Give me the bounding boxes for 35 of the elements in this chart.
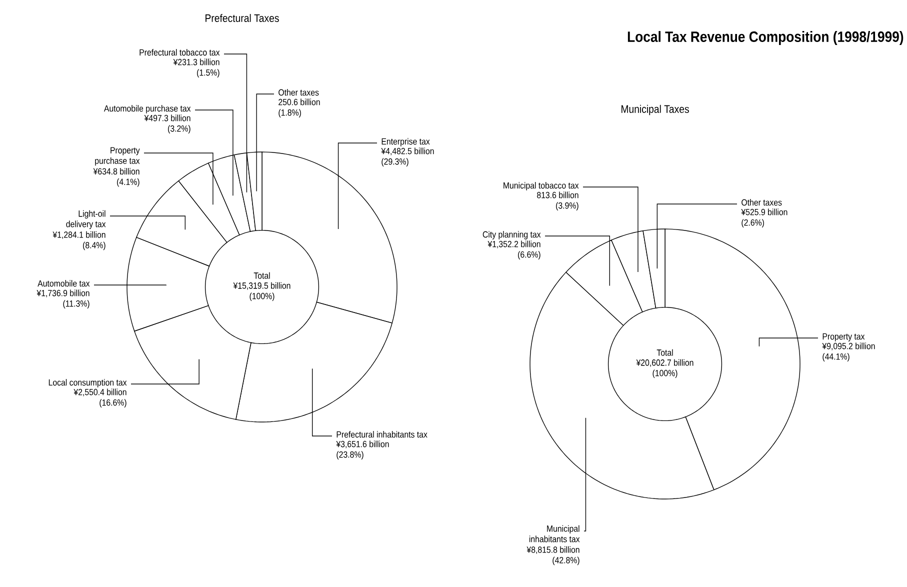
data-label: ¥2,550.4 billion (16.6%) — [74, 388, 126, 408]
slice-label: Enterprise tax — [382, 138, 430, 146]
text: Total — [254, 272, 270, 279]
data-label: 813.6 billion (3.9%) — [537, 192, 578, 210]
slice-label: Municipal tobacco tax — [504, 182, 579, 190]
text: Total — [656, 349, 673, 356]
slice-label: Property purchase tax — [95, 147, 140, 166]
slice-label: Prefectural inhabitants tax — [336, 431, 428, 438]
data-label: ¥231.3 billion (1.5%) — [173, 58, 220, 78]
text: Local Tax Revenue Composition (1998/1999) — [628, 31, 904, 45]
slice-label: Light-oil delivery tax — [66, 210, 106, 230]
data-label: ¥8,815.8 billion (42.8%) — [526, 546, 580, 566]
slice-label: Prefectural tobacco tax — [140, 49, 220, 56]
slice-label: Property tax — [822, 333, 865, 342]
data-label: ¥1,736.9 billion (11.3%) — [36, 290, 90, 308]
data-label: ¥1,352.2 billion (6.6%) — [488, 240, 540, 260]
data-label: ¥1,284.1 billion (8.4%) — [52, 231, 106, 250]
chart-title: Prefectural Taxes — [206, 14, 279, 22]
slice-label: Local consumption tax — [48, 379, 127, 388]
slice-label: Automobile tax — [38, 280, 90, 287]
data-label: ¥525.9 billion (2.6%) — [741, 208, 788, 228]
slice-label: Other taxes — [278, 89, 319, 96]
slice-label: Municipal inhabitants tax — [529, 525, 580, 542]
text: ¥15,319.5 billion (100%) — [233, 282, 290, 302]
data-label: 250.6 billion (1.8%) — [278, 98, 320, 118]
slice-label: City planning tax — [482, 231, 541, 240]
data-label: ¥9,095.2 billion (44.1%) — [822, 342, 875, 362]
slice-label: Other taxes — [742, 199, 782, 206]
slice-label: Automobile purchase tax — [104, 105, 191, 114]
data-label: ¥3,651.6 billion (23.8%) — [336, 440, 389, 460]
data-label: ¥497.3 billion (3.2%) — [144, 114, 190, 134]
data-label: ¥634.8 billion (4.1%) — [93, 168, 140, 187]
data-label: ¥4,482.5 billion (29.3%) — [381, 148, 434, 166]
text: ¥20,602.7 billion (100%) — [636, 359, 694, 378]
chart-title: Municipal Taxes — [622, 104, 689, 116]
